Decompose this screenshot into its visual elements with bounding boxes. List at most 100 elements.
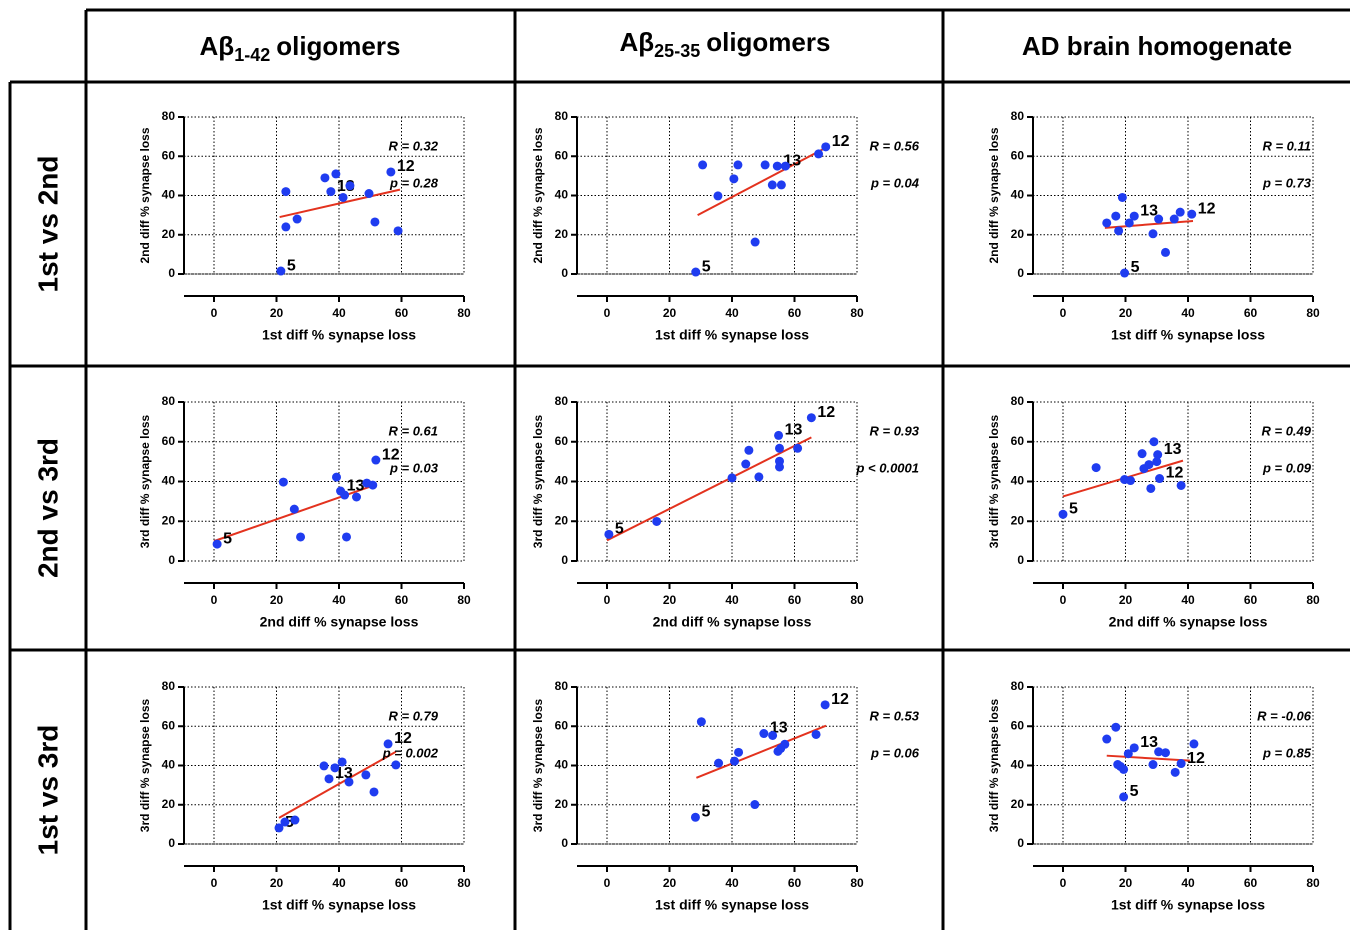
- y-tick-label: 0: [1017, 266, 1024, 280]
- point: [393, 226, 403, 236]
- header-text: Aβ: [620, 27, 655, 57]
- point: [332, 472, 341, 482]
- stat-annotation: R = 0.79: [388, 708, 438, 723]
- point: [289, 504, 299, 514]
- x-tick-label: 80: [457, 593, 471, 607]
- point-label: 5: [287, 257, 296, 274]
- point-label: 5: [701, 804, 710, 821]
- point: [1148, 760, 1158, 770]
- point: [767, 180, 777, 190]
- point: [1189, 739, 1199, 749]
- y-tick-label: 60: [162, 148, 176, 162]
- y-tick-label: 20: [162, 227, 176, 241]
- point: [690, 812, 700, 822]
- point: [212, 539, 222, 549]
- y-tick-label: 80: [1011, 394, 1025, 408]
- stat-annotation: R = 0.11: [1262, 138, 1311, 153]
- point: [1114, 226, 1124, 236]
- point: [750, 800, 760, 810]
- point: [1137, 449, 1147, 459]
- point: [319, 761, 329, 771]
- x-tick-label: 60: [395, 593, 409, 607]
- y-tick-label: 0: [168, 836, 175, 850]
- point: [811, 729, 821, 739]
- point: [772, 161, 782, 171]
- point-label: 12: [382, 446, 400, 463]
- x-tick-label: 60: [1244, 306, 1258, 320]
- y-tick-label: 0: [168, 266, 175, 280]
- header-text: oligomers: [706, 27, 830, 57]
- x-tick-label: 20: [663, 306, 677, 320]
- point-label: 12: [831, 691, 849, 708]
- point: [361, 770, 371, 780]
- point: [1117, 192, 1127, 202]
- y-tick-label: 40: [1011, 188, 1025, 202]
- y-tick-label: 20: [555, 227, 569, 241]
- point-label: 12: [1187, 750, 1205, 767]
- point-label: 12: [397, 158, 415, 175]
- stat-annotation: p = 0.002: [382, 745, 439, 760]
- point: [1161, 748, 1170, 758]
- scatter-chart: 0 20 40 60 80 0 20 40 60 80 1st diff % synapse los…: [987, 109, 1320, 343]
- point: [324, 774, 334, 784]
- column-header: Aβ1-42 oligomers: [200, 31, 401, 65]
- x-tick-label: 0: [1060, 876, 1067, 890]
- x-tick-label: 0: [1060, 593, 1067, 607]
- y-axis-label: 3rd diff % synapse loss: [531, 698, 545, 832]
- x-tick-label: 40: [725, 593, 739, 607]
- point: [780, 161, 790, 171]
- point: [281, 187, 291, 197]
- point-label: 5: [1069, 501, 1078, 518]
- scatter-chart: 0 20 40 60 80 0 20 40 60 80 1st diff % synapse los…: [138, 679, 471, 913]
- point: [1176, 480, 1186, 490]
- y-tick-label: 80: [555, 109, 569, 123]
- point-label: 5: [1130, 783, 1139, 800]
- point: [352, 492, 361, 502]
- x-tick-label: 40: [725, 876, 739, 890]
- scatter-chart: 0 20 40 60 80 0 20 40 60 80 1st diff % synapse los…: [987, 679, 1320, 913]
- x-axis-label: 1st diff % synapse loss: [1111, 327, 1265, 343]
- point: [281, 222, 291, 232]
- stat-annotation: p = 0.28: [389, 175, 439, 190]
- stat-annotation: p = 0.04: [870, 175, 920, 190]
- x-tick-label: 60: [1244, 593, 1258, 607]
- point: [1152, 457, 1162, 467]
- point: [391, 760, 401, 770]
- y-axis-label: 3rd diff % synapse loss: [138, 698, 152, 832]
- stat-annotation: R = 0.93: [869, 423, 919, 438]
- point: [1123, 749, 1133, 759]
- point: [1119, 792, 1129, 802]
- x-tick-label: 80: [850, 306, 864, 320]
- stat-annotation: R = -0.06: [1257, 708, 1312, 723]
- point: [714, 758, 724, 768]
- x-tick-label: 80: [1306, 876, 1320, 890]
- point: [1144, 460, 1154, 470]
- header-subscript: 25-35: [654, 41, 700, 61]
- y-tick-label: 40: [555, 474, 569, 488]
- x-tick-label: 60: [1244, 876, 1258, 890]
- scatter-chart: 0 20 40 60 80 0 20 40 60 80 1st diff % synapse los…: [138, 109, 471, 343]
- fit-line: [697, 147, 825, 217]
- point: [338, 192, 348, 202]
- point: [1175, 207, 1185, 217]
- y-tick-label: 60: [1011, 148, 1025, 162]
- point: [337, 757, 347, 767]
- y-axis-label: 3rd diff % synapse loss: [531, 414, 545, 548]
- row-header: 1st vs 3rd: [32, 725, 63, 856]
- point: [1169, 214, 1179, 224]
- x-tick-label: 20: [663, 876, 677, 890]
- point: [780, 739, 790, 749]
- x-tick-label: 40: [332, 876, 346, 890]
- x-tick-label: 80: [850, 593, 864, 607]
- header-subscript: 1-42: [234, 45, 270, 65]
- y-tick-label: 20: [1011, 227, 1025, 241]
- x-tick-label: 60: [395, 306, 409, 320]
- y-tick-label: 40: [555, 758, 569, 772]
- x-tick-label: 20: [1119, 593, 1133, 607]
- stat-annotation: p < 0.0001: [855, 460, 919, 475]
- x-tick-label: 20: [270, 306, 284, 320]
- x-tick-label: 20: [663, 593, 677, 607]
- y-tick-label: 80: [1011, 109, 1025, 123]
- point: [292, 214, 302, 224]
